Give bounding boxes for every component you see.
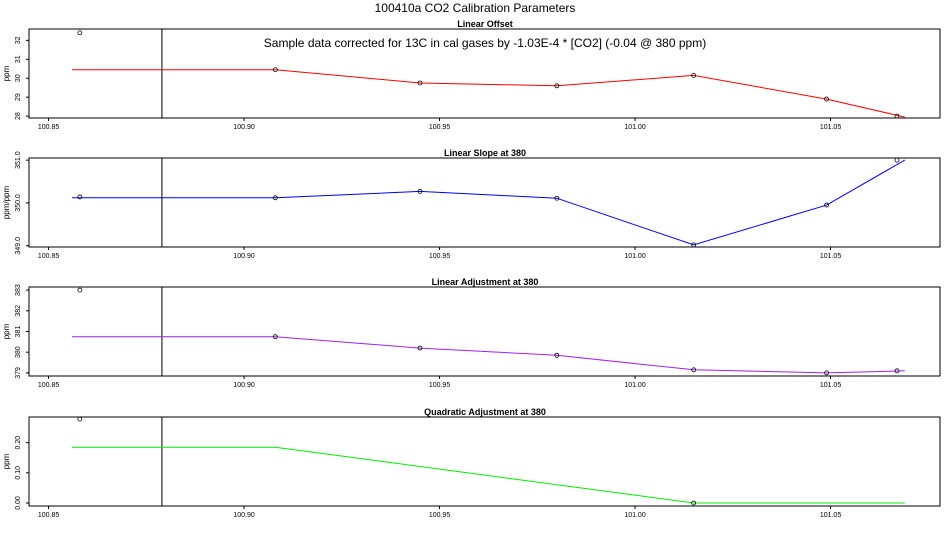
y-axis-label: ppm/ppm — [2, 185, 11, 219]
x-tick-label: 100.90 — [233, 253, 255, 260]
x-tick-label: 101.00 — [624, 382, 646, 389]
y-axis-label: ppm — [2, 65, 11, 81]
y-tick-label: 383 — [15, 284, 22, 296]
series-line — [72, 69, 905, 118]
data-point — [554, 83, 560, 89]
plot-frame — [28, 157, 941, 248]
data-point — [894, 157, 900, 163]
plot-frame — [28, 28, 941, 119]
x-tick-label: 100.85 — [38, 253, 60, 260]
y-tick-label: 28 — [15, 112, 22, 120]
series-line — [72, 446, 905, 504]
data-point — [691, 367, 697, 373]
data-point — [894, 368, 900, 374]
x-tick-label: 100.95 — [429, 124, 451, 131]
y-tick-label: 382 — [15, 305, 22, 317]
x-tick-label: 100.90 — [233, 512, 255, 519]
x-tick-label: 100.95 — [429, 512, 451, 519]
y-tick-label: 380 — [15, 346, 22, 358]
data-point — [77, 287, 83, 293]
x-tick-label: 101.05 — [820, 253, 842, 260]
x-tick-label: 100.95 — [429, 382, 451, 389]
x-tick-label: 101.00 — [624, 253, 646, 260]
y-tick-label: 379 — [15, 367, 22, 379]
y-tick-label: 31 — [15, 55, 22, 63]
data-point — [894, 113, 900, 119]
y-tick-label: 0.20 — [15, 436, 22, 450]
data-point — [272, 67, 278, 73]
data-point — [272, 195, 278, 201]
x-tick-label: 101.05 — [820, 512, 842, 519]
y-tick-label: 350.0 — [15, 194, 22, 212]
data-point — [417, 345, 423, 351]
data-point — [824, 202, 830, 208]
y-tick-label: 30 — [15, 74, 22, 82]
x-tick-label: 101.00 — [624, 124, 646, 131]
panel-title: Linear Adjustment at 380 — [432, 277, 539, 287]
series-line — [72, 336, 905, 374]
data-point — [417, 80, 423, 86]
panel-4: Quadratic Adjustment at 380 100.85 100.90 1… — [2, 407, 941, 519]
panel-title: Linear Slope at 380 — [444, 148, 526, 158]
y-tick-label: 381 — [15, 326, 22, 338]
panel-3: Linear Adjustment at 380 100.85 100.90 100.… — [2, 277, 941, 389]
series-line — [72, 159, 906, 246]
data-point — [417, 188, 423, 194]
x-tick-label: 101.05 — [820, 124, 842, 131]
data-point — [824, 96, 830, 102]
y-tick-label: 32 — [15, 36, 22, 44]
plot-frame — [28, 286, 941, 377]
y-axis-label: ppm — [2, 323, 11, 339]
data-point — [77, 416, 83, 422]
x-tick-label: 100.85 — [38, 124, 60, 131]
panel-title: Quadratic Adjustment at 380 — [424, 407, 546, 417]
x-tick-label: 101.00 — [624, 512, 646, 519]
y-tick-label: 349.0 — [15, 237, 22, 255]
plot-frame — [28, 416, 941, 507]
data-point — [554, 195, 560, 201]
correction-annotation: Sample data corrected for 13C in cal gas… — [264, 36, 706, 50]
y-tick-label: 0.00 — [15, 496, 22, 510]
y-tick-label: 351.0 — [15, 151, 22, 169]
data-point — [691, 242, 697, 248]
data-point — [77, 30, 83, 36]
x-tick-label: 100.85 — [38, 382, 60, 389]
x-tick-label: 100.85 — [38, 512, 60, 519]
panel-1: Linear Offset 100.85 100.90 100.95 101.00 101… — [2, 19, 941, 131]
data-point — [77, 194, 83, 200]
x-tick-label: 100.90 — [233, 382, 255, 389]
data-point — [691, 72, 697, 78]
data-point — [691, 500, 697, 506]
x-tick-label: 101.05 — [820, 382, 842, 389]
data-point — [824, 370, 830, 376]
data-point — [554, 352, 560, 358]
panel-2: Linear Slope at 380 100.85 100.90 100.95 101… — [2, 148, 941, 260]
panel-title: Linear Offset — [457, 19, 513, 29]
x-tick-label: 100.95 — [429, 253, 451, 260]
data-point — [272, 334, 278, 340]
y-tick-label: 29 — [15, 93, 22, 101]
y-tick-label: 0.10 — [15, 466, 22, 480]
main-title: 100410a CO2 Calibration Parameters — [375, 1, 576, 15]
y-axis-label: ppm — [2, 453, 11, 469]
x-tick-label: 100.90 — [233, 124, 255, 131]
